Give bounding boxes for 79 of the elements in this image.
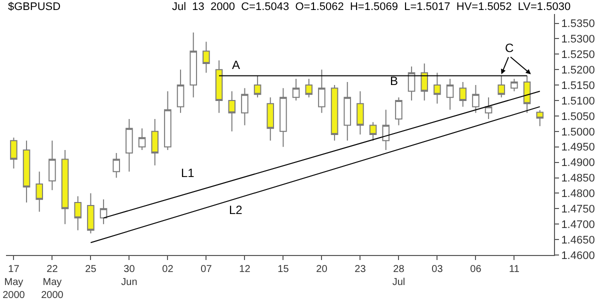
y-tick-label: 1.5350 [561,18,595,30]
candlestick [74,196,82,231]
annotation: B [390,74,398,88]
annotation: A [232,58,240,72]
candlestick [280,88,287,148]
candlestick [164,90,172,150]
y-tick-label: 1.5000 [561,126,595,138]
candlestick [190,32,198,98]
candlestick [138,128,146,150]
candlestick [382,109,390,150]
y-tick-label: 1.4800 [561,188,595,200]
candlestick [241,88,248,126]
chart-subtitle: Jul 13 2000 C=1.5043 O=1.5062 H=1.5069 L=1.5017 HV=1.5052 LV=1.5030 [172,1,571,13]
candlestick [434,72,441,104]
annotation: C [505,41,514,55]
candlestick [266,96,274,142]
candlestick [318,69,326,114]
candlestick [369,122,377,142]
chart-title: $GBPUSD [8,1,61,13]
candlestick [305,78,313,98]
candlestick [151,118,159,166]
x-tick-label: 11 [509,264,520,275]
y-tick-label: 1.4850 [561,172,595,185]
candlestick [176,69,184,114]
candlestick [330,84,338,142]
x-tick-label: 23 [354,264,366,275]
x-tick-label: 17 May 2000 [2,264,26,301]
y-tick-label: 1.5100 [561,95,595,108]
x-tick-label: 28 Jul [392,264,406,288]
candlestick [344,81,352,142]
candlestick [536,110,544,127]
candlestick [87,192,94,234]
y-tick-label: 1.4750 [561,204,595,216]
y-tick-label: 1.5050 [561,110,595,123]
candlestick [510,78,518,92]
candlestick [420,62,428,102]
annotation: L2 [229,203,243,217]
y-tick-label: 1.4950 [561,142,595,154]
candlestick [356,90,364,135]
candlestick [48,140,56,191]
annotation: L1 [181,166,195,180]
candlestick [292,78,300,102]
y-tick-label: 1.5150 [561,80,595,92]
candlestick [446,78,454,110]
x-tick-label: 12 [239,264,251,275]
x-tick-label: 30 Jun [121,264,138,288]
candlestick [215,60,223,114]
x-tick-label: 03 [432,264,444,275]
y-tick-label: 1.4700 [561,218,595,231]
candlestick [202,41,210,74]
candlestick [459,81,467,108]
x-tick-label: 20 [316,264,328,275]
candlestick [408,66,416,102]
x-tick-label: 07 [200,264,212,275]
y-tick-label: 1.5250 [561,49,595,62]
candlestick [10,137,18,169]
y-tick-label: 1.5300 [561,34,595,46]
x-tick-label: 15 [278,264,290,275]
y-tick-label: 1.4900 [561,157,595,170]
candlestick [100,198,108,225]
y-tick-label: 1.4600 [561,250,595,262]
candlestick [112,152,120,178]
x-tick-label: 25 [85,264,97,275]
candlestick [523,75,531,114]
candlestick [36,171,44,212]
candlestick [126,118,133,172]
candlestick [228,90,236,132]
y-tick-label: 1.5200 [561,64,595,76]
candlestick [484,96,492,120]
y-tick-label: 1.4650 [561,234,595,246]
x-tick-label: 06 [470,264,482,275]
candlestick [254,75,262,98]
candlestick [61,149,69,225]
x-tick-label: 22 May 2000 [41,264,64,301]
candlestick [395,96,402,126]
candlestick [498,75,506,98]
candlestick [472,84,480,114]
candlestick [22,140,30,203]
x-tick-label: 02 [162,264,174,275]
